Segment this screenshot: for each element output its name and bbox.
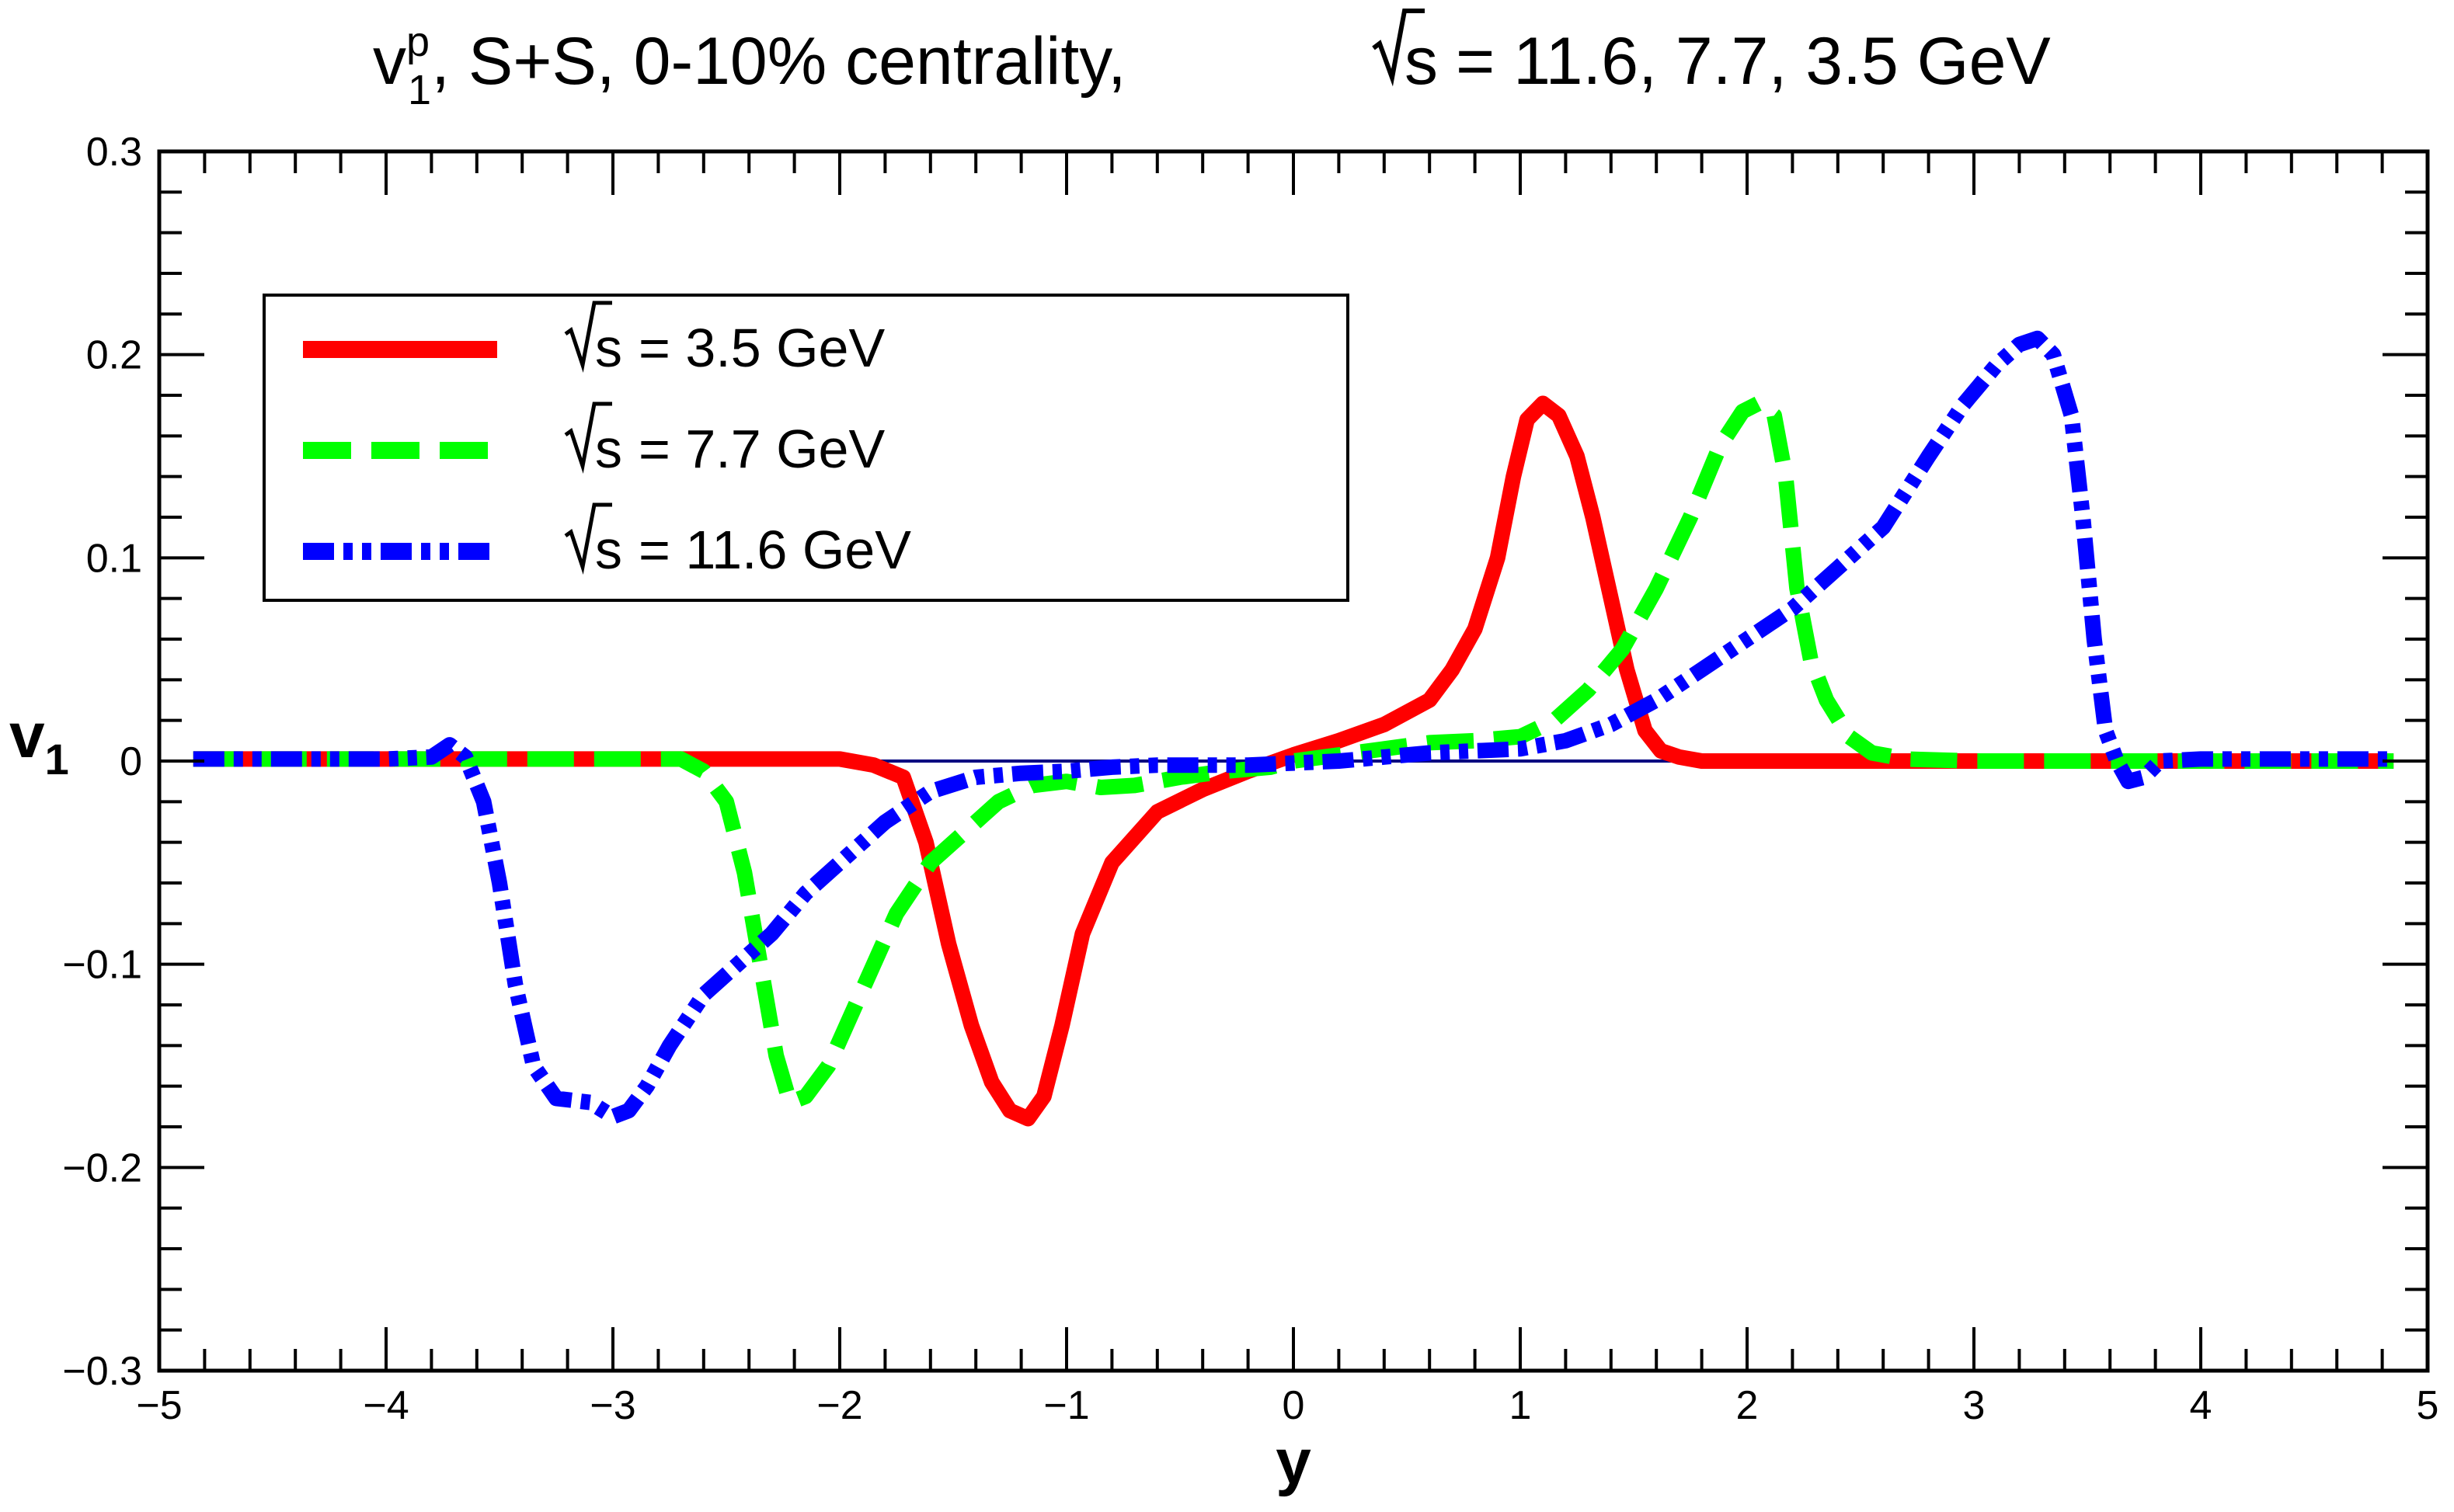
x-axis-title: y (1276, 1427, 1311, 1497)
title-sup: p (406, 19, 430, 65)
y-tick-label: −0.1 (62, 943, 142, 988)
y-tick-label: 0.3 (86, 130, 142, 175)
chart-title: vp 1, S+S, 0-10% centrality, (373, 19, 1126, 113)
title-v: v (373, 24, 406, 99)
legend-s: s (595, 318, 622, 378)
title-rest: , S+S, 0-10% centrality, (431, 24, 1126, 99)
x-tick-label: −4 (363, 1383, 409, 1428)
title-energies: = 11.6, 7.7, 3.5 GeV (1456, 24, 2051, 99)
y-axis-title-main: v (9, 700, 45, 771)
x-tick-label: 4 (2190, 1383, 2212, 1428)
legend-label-11.6: = 11.6 GeV (639, 520, 911, 580)
x-tick-label: −3 (590, 1383, 635, 1428)
legend: s = 3.5 GeV s = 7.7 GeV s = 11.6 GeV (263, 294, 1349, 602)
series-line-11.6-GeV (193, 330, 2394, 1124)
legend-entry-3.5: s = 3.5 GeV (564, 301, 885, 378)
x-tick-label: 1 (1509, 1383, 1532, 1428)
y-tick-label: 0.1 (86, 536, 142, 581)
x-tick-label: −2 (816, 1383, 862, 1428)
title-sqrt-sign (1372, 9, 1425, 87)
legend-s: s (595, 520, 622, 580)
legend-sqrt-sign (564, 401, 612, 474)
y-tick-label: −0.3 (62, 1349, 142, 1394)
title-sqrt-s: s (1372, 9, 1438, 99)
series-line-7.7-GeV (193, 395, 2394, 1111)
legend-label-7.7: = 7.7 GeV (639, 419, 885, 479)
title-s: s (1405, 24, 1438, 99)
y-tick-label: −0.2 (62, 1145, 142, 1190)
y-axis-title-sub: 1 (45, 735, 69, 784)
y-tick-label: 0.2 (86, 333, 142, 378)
legend-entry-11.6: s = 11.6 GeV (564, 502, 911, 580)
y-tick-label: 0 (120, 739, 142, 784)
x-tick-label: 3 (1963, 1383, 1986, 1428)
x-tick-label: −1 (1043, 1383, 1089, 1428)
plot-frame (157, 149, 2430, 1373)
legend-sqrt-sign (564, 502, 612, 575)
x-tick-label: 2 (1736, 1383, 1759, 1428)
x-tick-label: 5 (2417, 1383, 2439, 1428)
y-axis-title: v1 (9, 700, 69, 784)
legend-label-3.5: = 3.5 GeV (639, 318, 885, 378)
x-tick-label: 0 (1283, 1383, 1305, 1428)
legend-sqrt-sign (564, 301, 612, 373)
legend-entry-7.7: s = 7.7 GeV (564, 401, 885, 479)
series-line-3.5-GeV (193, 395, 2394, 1127)
x-tick-label: −5 (136, 1383, 182, 1428)
title-sub: 1 (408, 67, 431, 113)
legend-s: s (595, 419, 622, 479)
